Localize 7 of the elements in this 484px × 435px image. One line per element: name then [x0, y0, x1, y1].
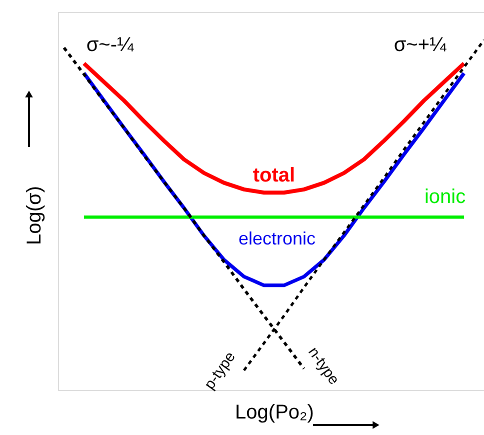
series-label: total	[252, 164, 296, 187]
x-axis-title: Log(Po₂)	[235, 402, 314, 424]
y-axis-title: Log(σ)	[24, 186, 46, 246]
annotation: σ~-¼	[86, 34, 134, 56]
series-label: electronic	[238, 228, 316, 248]
annotation: σ~+¼	[394, 34, 447, 56]
series-label: ionic	[424, 186, 466, 208]
